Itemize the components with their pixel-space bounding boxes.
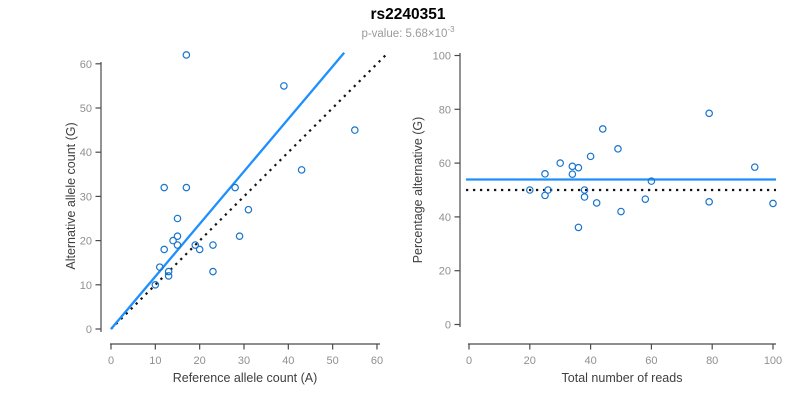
y-tick-label: 30 (80, 191, 92, 203)
y-tick-label: 0 (86, 324, 92, 336)
data-point (617, 207, 625, 216)
data-point (574, 163, 583, 172)
data-point (647, 177, 656, 185)
x-tick-label: 80 (706, 355, 718, 367)
x-tick-label: 0 (466, 355, 472, 367)
plot-title: rs2240351 (370, 6, 446, 23)
data-point (351, 126, 359, 134)
y-tick-label: 60 (80, 59, 92, 71)
data-point (160, 183, 168, 192)
y-tick-label: 80 (439, 104, 451, 116)
y-tick-label: 20 (80, 236, 92, 248)
data-point (209, 267, 217, 276)
x-tick-label: 20 (194, 355, 206, 367)
y-tick-label: 0 (445, 320, 451, 332)
data-point (244, 205, 253, 214)
left-scatter-plot: 0 10 20 30 40 50 60 0 10 20 30 40 50 60 Reference alle… (64, 51, 388, 385)
plot-subtitle: p-value: 5.68×10-3 (8, 25, 800, 40)
data-point (541, 191, 549, 200)
data-point (169, 236, 177, 245)
data-point (592, 199, 601, 207)
data-point (574, 223, 583, 232)
data-point (598, 125, 607, 133)
data-point (235, 232, 244, 240)
data-point (182, 51, 191, 59)
data-point (173, 232, 182, 240)
y-tick-label: 100 (433, 51, 451, 63)
data-point (155, 263, 164, 271)
data-point (541, 170, 549, 178)
data-point (164, 267, 173, 276)
y-tick-label: 40 (439, 212, 451, 224)
x-tick-label: 60 (645, 355, 657, 367)
x-tick-label: 20 (524, 355, 536, 367)
data-point (750, 163, 759, 171)
data-point (641, 195, 650, 203)
fit-line (110, 52, 346, 330)
y-tick-label: 10 (80, 280, 92, 292)
data-point (705, 198, 713, 206)
pvalue-text: p-value: 5.68×10 (361, 27, 448, 40)
x-tick-label: 0 (108, 355, 114, 367)
data-point (191, 241, 200, 249)
data-point (580, 193, 589, 201)
x-tick-label: 50 (327, 355, 339, 367)
data-point (525, 186, 534, 194)
x-tick-label: 40 (584, 355, 596, 367)
data-point (280, 82, 288, 90)
y-tick-label: 20 (439, 266, 451, 278)
y-axis-title: Alternative allele count (G) (64, 122, 78, 269)
data-point (568, 170, 577, 178)
y-tick-label: 60 (439, 158, 451, 170)
data-point (209, 241, 217, 249)
data-point (586, 152, 595, 161)
x-axis-title: Total number of reads (562, 371, 683, 385)
pvalue-exponent: -3 (447, 25, 455, 34)
data-point (614, 145, 622, 153)
x-tick-label: 100 (764, 355, 782, 367)
data-point (231, 183, 239, 192)
x-tick-label: 10 (149, 355, 161, 367)
data-point (182, 183, 191, 192)
y-tick-label: 40 (80, 147, 92, 159)
data-point (151, 280, 160, 289)
y-tick-label: 50 (80, 103, 92, 115)
right-scatter-plot: 0 20 40 60 80 100 0 20 40 60 80 100 Total number of … (411, 51, 782, 386)
identity-reference-line (110, 52, 388, 330)
data-point (556, 159, 565, 167)
data-point (297, 166, 306, 174)
x-tick-label: 30 (238, 355, 250, 367)
data-point (160, 245, 168, 254)
data-point (173, 214, 182, 223)
data-point (568, 162, 577, 171)
x-tick-label: 60 (371, 355, 383, 367)
x-axis-title: Reference allele count (A) (173, 371, 318, 385)
data-point (164, 272, 173, 280)
data-point (769, 199, 777, 208)
data-point (173, 241, 182, 249)
x-tick-label: 40 (282, 355, 294, 367)
data-point (195, 245, 204, 254)
y-axis-title: Percentage alternative (G) (411, 117, 425, 264)
data-point (705, 109, 713, 118)
